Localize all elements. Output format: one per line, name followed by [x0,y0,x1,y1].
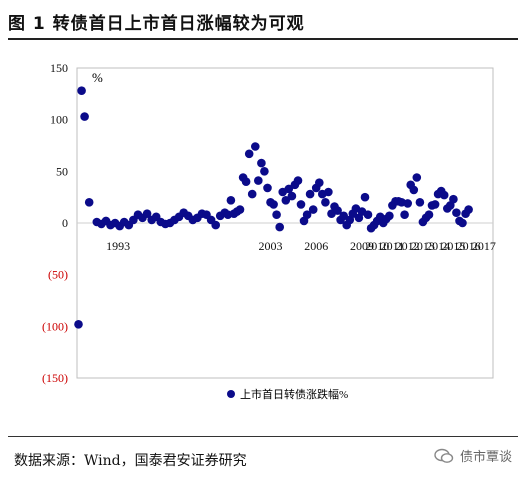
data-point [284,184,294,194]
watermark: 债市覃谈 [434,446,512,465]
figure-header: 图 1 转债首日上市首日涨幅较为可观 [8,0,518,40]
data-point [241,177,251,186]
source-note: 数据来源：Wind，国泰君安证券研究 [14,453,247,469]
data-point [251,142,260,151]
y-tick-label: 100 [50,113,68,127]
data-point [272,210,281,219]
data-point [415,198,425,207]
x-tick-label: 2006 [304,239,328,253]
data-point [464,205,473,214]
legend: 上市首日转债涨跌幅% [227,387,348,401]
data-point [80,112,89,121]
x-tick-label: 2003 [259,239,283,253]
data-point [339,211,349,221]
x-tick-label: 2009 [350,239,374,253]
figure-title: 图 1 转债首日上市首日涨幅较为可观 [8,14,305,34]
data-point [430,200,440,209]
data-point [287,191,297,201]
data-point [439,190,449,200]
data-point [281,196,291,205]
data-point [424,210,434,219]
data-point [400,210,409,219]
x-tick-label: 2011 [381,239,405,253]
data-point [226,196,236,205]
data-point [333,206,342,215]
data-points [74,86,473,329]
x-tick-label: 2016 [457,239,481,253]
data-point [247,189,257,199]
data-point [77,86,86,95]
x-tick-label: 2017 [472,239,496,253]
data-point [458,218,467,228]
data-point [412,173,422,182]
unit-label: % [92,70,103,85]
data-point [142,209,152,218]
x-tick-label: 2010 [365,239,389,253]
x-tick-label: 2013 [411,239,435,253]
wechat-icon [434,448,454,463]
data-point [293,176,303,185]
chart-frame: 150 100 50 0 (50) (100) (150) 1993 2003 2006 2009… [0,48,526,418]
data-point [403,199,413,208]
data-point [275,222,285,232]
data-point [308,205,318,214]
x-axis-ticks: 1993 2003 2006 2009201020112012201320142015… [106,239,496,253]
y-tick-label: (150) [42,371,68,385]
x-tick-label: 1993 [106,239,130,253]
data-point [257,158,266,168]
y-tick-label: 50 [56,164,68,178]
data-point [260,167,269,176]
x-tick-label: 2015 [441,239,465,253]
data-point [449,194,458,204]
data-point [269,200,278,209]
y-tick-label: (50) [48,268,68,282]
y-axis-ticks: 150 100 50 0 (50) (100) (150) [42,61,68,385]
source-divider [8,436,518,437]
title-divider [8,38,518,40]
data-point [305,189,315,199]
data-point [360,192,370,202]
data-point [315,178,324,187]
data-point [302,210,312,219]
y-tick-label: 150 [50,61,68,75]
data-point [84,198,94,207]
data-point [385,211,394,221]
data-point [74,320,83,329]
legend-label: 上市首日转债涨跌幅% [240,387,348,401]
y-tick-label: 0 [62,216,68,230]
data-point [253,176,263,185]
scatter-chart: 150 100 50 0 (50) (100) (150) 1993 2003 2006 2009… [42,61,496,401]
data-point [244,149,254,159]
data-point [363,210,373,219]
data-point [324,187,333,197]
data-point [321,198,330,207]
data-point [296,200,306,209]
watermark-text: 债市覃谈 [459,450,512,465]
y-tick-label: (100) [42,319,68,333]
x-tick-label: 2012 [396,239,420,253]
x-tick-label: 2014 [426,239,450,253]
legend-marker [227,390,235,398]
data-point [211,220,220,230]
data-point [263,183,272,193]
data-point [235,205,245,214]
data-point [409,185,419,195]
data-point [452,208,461,217]
